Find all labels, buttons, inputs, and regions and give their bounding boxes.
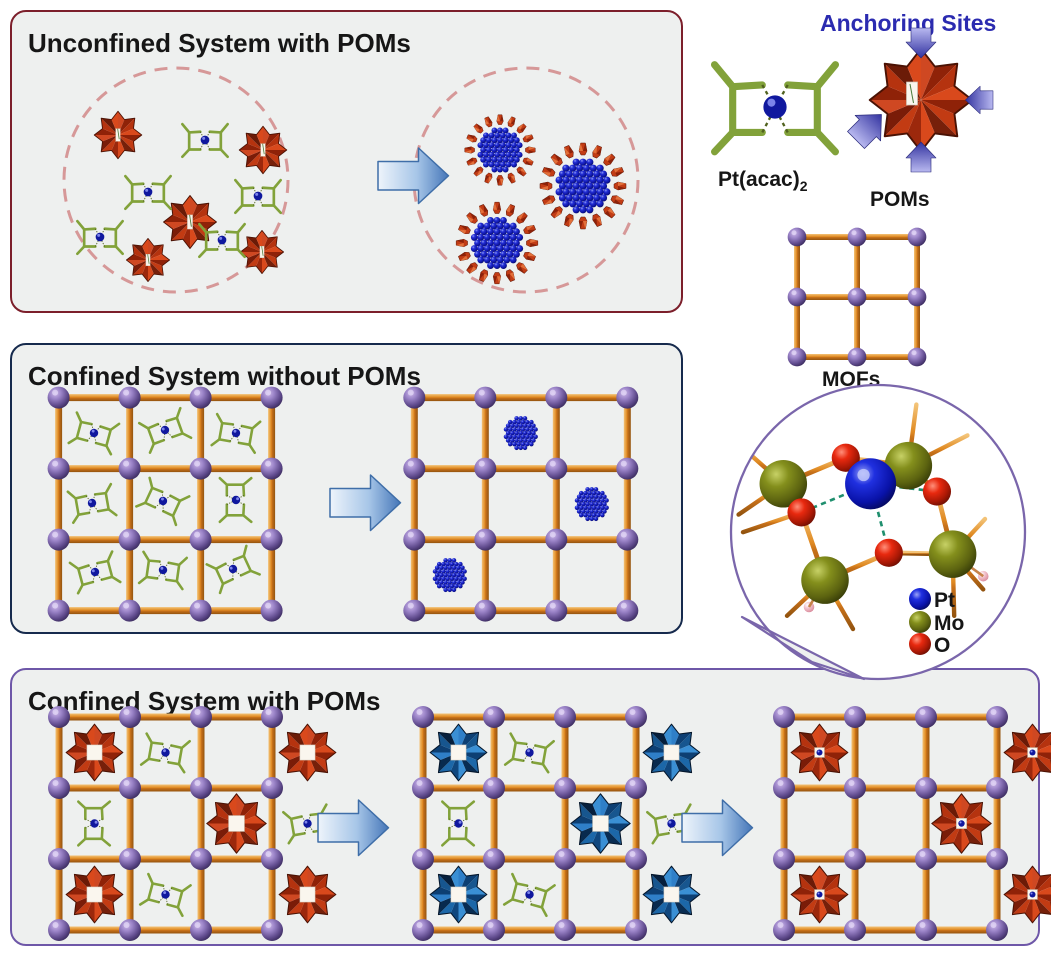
svg-text:O: O: [934, 634, 950, 657]
svg-text:Mo: Mo: [934, 612, 964, 635]
svg-text:Pt: Pt: [934, 589, 955, 612]
